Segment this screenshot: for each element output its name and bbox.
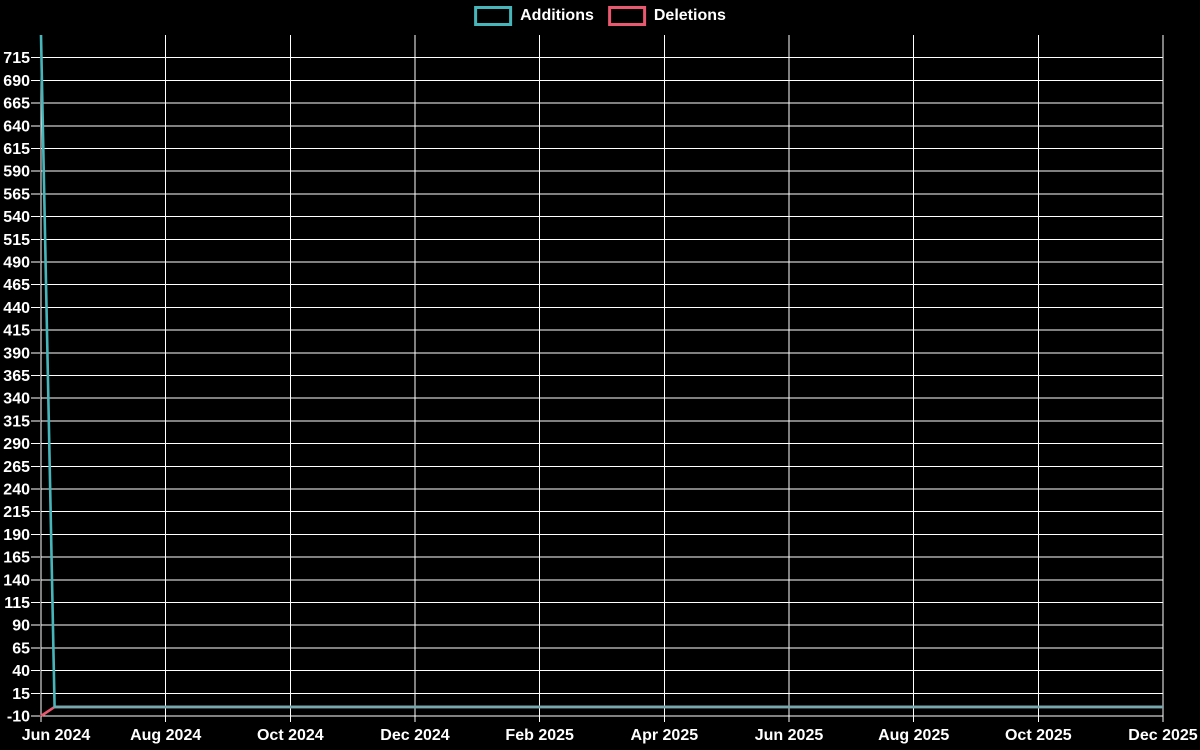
x-axis-tick-label: Oct 2025: [1005, 727, 1072, 744]
y-axis-tick-label: 290: [3, 436, 30, 453]
x-axis-tick-label: Feb 2025: [505, 727, 574, 744]
y-axis-tick-label: 390: [3, 345, 30, 362]
y-axis-tick-label: 190: [3, 527, 30, 544]
y-axis-tick-label: 690: [3, 73, 30, 90]
y-axis-tick-label: 240: [3, 482, 30, 499]
y-axis-tick-label: 315: [3, 413, 30, 430]
y-axis-tick-label: 140: [3, 572, 30, 589]
y-axis-tick-label: 490: [3, 255, 30, 272]
x-axis-tick-label: Apr 2025: [631, 727, 699, 744]
legend-label-additions: Additions: [520, 7, 594, 24]
y-axis-tick-label: 540: [3, 209, 30, 226]
y-axis-tick-label: 90: [12, 618, 30, 635]
y-axis-tick-label: 340: [3, 391, 30, 408]
y-axis-tick-label: 515: [3, 232, 30, 249]
y-axis-tick-label: 665: [3, 96, 30, 113]
y-axis-tick-label: 415: [3, 323, 30, 340]
y-axis-tick-label: 15: [12, 686, 30, 703]
y-axis-tick-label: 215: [3, 504, 30, 521]
y-axis-tick-label: 590: [3, 164, 30, 181]
deletions-line: [40, 705, 1163, 718]
x-axis-tick-label: Dec 2024: [380, 727, 449, 744]
gridlines: [31, 35, 1164, 722]
y-axis-tick-label: 165: [3, 550, 30, 567]
axis-labels: -10 15 40 65 90 115 140 165 190 215 240 265 290 315 34…: [3, 50, 1198, 744]
y-axis-tick-label: 40: [12, 663, 30, 680]
y-axis-tick-label: 640: [3, 118, 30, 135]
x-axis-tick-label: Oct 2024: [257, 727, 324, 744]
y-axis-tick-label: -10: [7, 709, 30, 726]
y-axis-tick-label: 115: [4, 595, 30, 612]
y-axis-tick-label: 440: [3, 300, 30, 317]
y-axis-tick-label: 65: [12, 640, 30, 657]
y-axis-tick-label: 565: [3, 186, 30, 203]
y-axis-tick-label: 615: [3, 141, 30, 158]
y-axis-tick-label: 465: [3, 277, 30, 294]
additions-line: [39, 34, 1163, 709]
x-axis-tick-label: Aug 2024: [130, 727, 201, 744]
legend-label-deletions: Deletions: [653, 7, 726, 24]
x-axis-tick-label: Aug 2025: [878, 727, 949, 744]
additions-swatch-icon: [474, 6, 513, 26]
y-axis-tick-label: 715: [3, 50, 30, 67]
y-axis-tick-label: 265: [3, 459, 30, 476]
x-axis-tick-label: Jun 2025: [755, 727, 824, 744]
chart-legend: Additions Deletions: [474, 6, 726, 26]
deletions-swatch-icon: [607, 6, 646, 26]
legend-item-additions[interactable]: Additions: [474, 6, 594, 26]
legend-item-deletions[interactable]: Deletions: [607, 6, 726, 26]
y-axis-tick-label: 365: [3, 368, 30, 385]
x-axis-tick-label: Dec 2025: [1128, 727, 1197, 744]
x-axis-tick-label: Jun 2024: [22, 727, 91, 744]
